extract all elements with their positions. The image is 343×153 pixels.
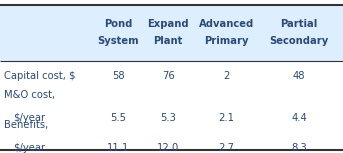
- Text: $/year: $/year: [13, 113, 45, 123]
- Text: System: System: [97, 36, 139, 46]
- Text: 76: 76: [162, 71, 175, 81]
- Text: Partial: Partial: [281, 19, 318, 30]
- Text: Advanced: Advanced: [199, 19, 254, 30]
- Text: M&O cost,: M&O cost,: [4, 90, 55, 100]
- Text: 2.7: 2.7: [218, 143, 234, 153]
- Text: Pond: Pond: [104, 19, 132, 30]
- Text: 48: 48: [293, 71, 305, 81]
- Text: 58: 58: [112, 71, 125, 81]
- Text: 12.0: 12.0: [157, 143, 179, 153]
- Text: Secondary: Secondary: [270, 36, 329, 46]
- Text: 8.3: 8.3: [291, 143, 307, 153]
- Text: Plant: Plant: [153, 36, 183, 46]
- Text: 2.1: 2.1: [218, 113, 234, 123]
- Text: Primary: Primary: [204, 36, 249, 46]
- Text: 5.5: 5.5: [110, 113, 126, 123]
- Text: 5.3: 5.3: [160, 113, 176, 123]
- Text: 4.4: 4.4: [291, 113, 307, 123]
- Text: Capital cost, $: Capital cost, $: [4, 71, 75, 81]
- Text: $/year: $/year: [13, 143, 45, 153]
- Bar: [0, 5, 343, 61]
- Text: 11.1: 11.1: [107, 143, 130, 153]
- Text: Benefits,: Benefits,: [4, 120, 48, 130]
- Text: 2: 2: [223, 71, 229, 81]
- Text: Expand: Expand: [147, 19, 189, 30]
